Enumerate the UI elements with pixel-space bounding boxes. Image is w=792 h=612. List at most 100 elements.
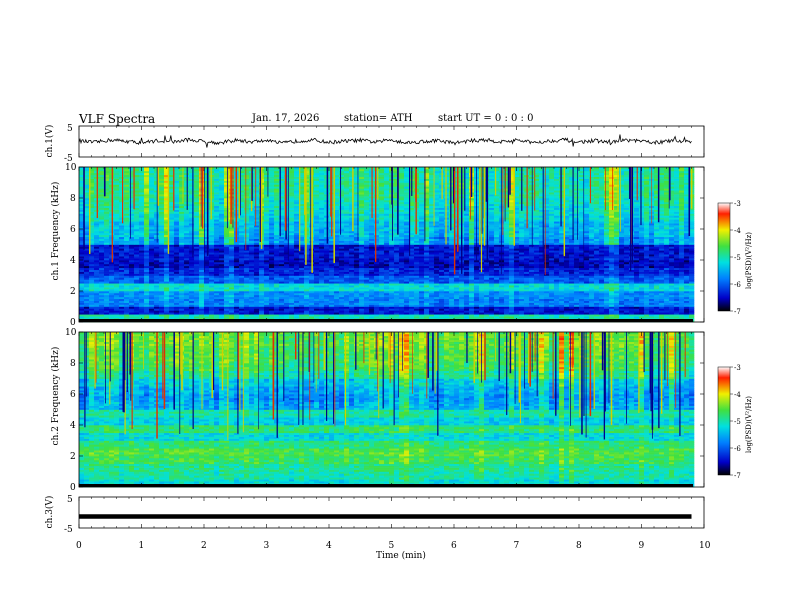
spectrogram-cell bbox=[274, 283, 280, 286]
spectrogram-cell bbox=[469, 287, 475, 290]
spectrogram-cell bbox=[174, 279, 180, 282]
spectrogram-cell bbox=[189, 316, 195, 319]
spectrogram-cell bbox=[344, 279, 350, 282]
spectrogram-cell bbox=[529, 316, 535, 319]
spectrogram-cell bbox=[309, 289, 315, 292]
spectrogram-cell bbox=[164, 246, 170, 249]
spectrogram-cell bbox=[589, 261, 595, 265]
spectrogram-cell bbox=[394, 298, 400, 301]
spectrogram-cell bbox=[549, 275, 555, 278]
spectrogram-cell bbox=[484, 275, 490, 278]
spectrogram-cell bbox=[89, 310, 95, 313]
spectrogram-cell bbox=[544, 304, 550, 307]
spectrogram-cell bbox=[289, 277, 295, 280]
spectrogram-cell bbox=[359, 292, 365, 296]
spectrogram-cell bbox=[254, 260, 260, 263]
spectrogram-cell bbox=[84, 300, 90, 303]
spectrogram-cell bbox=[264, 300, 270, 303]
spectrogram-cell bbox=[689, 277, 695, 280]
spectrogram-cell bbox=[594, 277, 600, 280]
spectrogram-cell bbox=[629, 273, 635, 276]
spectrogram-cell bbox=[529, 310, 535, 313]
spectrogram-cell bbox=[454, 300, 460, 303]
spectrogram-cell bbox=[624, 250, 630, 253]
spectrogram-cell bbox=[634, 300, 640, 303]
spectrogram-cell bbox=[529, 263, 535, 267]
spectrogram-cell bbox=[614, 306, 620, 309]
spectrogram-cell bbox=[399, 260, 405, 263]
spectrogram-cell bbox=[459, 279, 465, 282]
spectrogram-cell bbox=[554, 285, 560, 288]
spectrogram-cell bbox=[499, 298, 505, 301]
spectrogram-cell bbox=[109, 306, 115, 309]
spectrogram-cell bbox=[664, 246, 670, 249]
spectrogram-cell bbox=[669, 261, 675, 265]
spectrogram-cell bbox=[234, 289, 240, 292]
spectrogram-cell bbox=[444, 306, 450, 309]
spectrogram-cell bbox=[449, 292, 455, 296]
spectrogram-cell bbox=[674, 308, 680, 311]
spectrogram-cell bbox=[219, 248, 225, 251]
spectrogram-cell bbox=[319, 265, 325, 269]
spectrogram-cell bbox=[259, 314, 265, 317]
spectrogram-cell bbox=[629, 289, 635, 292]
spectrogram-cell bbox=[609, 291, 615, 294]
spectrogram-cell bbox=[139, 269, 145, 272]
spectrogram-cell bbox=[119, 294, 125, 298]
spectrogram-cell bbox=[649, 292, 655, 296]
spectrogram-cell bbox=[534, 254, 540, 257]
spectrogram-cell bbox=[109, 283, 115, 286]
spectrogram-cell bbox=[499, 300, 505, 303]
spectrogram-cell bbox=[454, 261, 460, 265]
spectrogram-cell bbox=[369, 261, 375, 265]
spectrogram-cell bbox=[104, 308, 110, 311]
spectrogram-cell bbox=[564, 277, 570, 280]
spectrogram-cell bbox=[404, 289, 410, 292]
spectrogram-cell bbox=[449, 256, 455, 259]
spectrogram-cell bbox=[189, 306, 195, 309]
spectrogram-cell bbox=[114, 314, 120, 317]
spectrogram-cell bbox=[379, 277, 385, 280]
spectrogram-cell bbox=[389, 281, 395, 284]
spectrogram-cell bbox=[89, 283, 95, 286]
spectrogram-cell bbox=[439, 269, 445, 272]
spectrogram-cell bbox=[259, 252, 265, 255]
spectrogram-cell bbox=[109, 271, 115, 274]
spectrogram-cell bbox=[144, 292, 150, 296]
spectrogram-cell bbox=[124, 283, 130, 286]
spectrogram-cell bbox=[114, 310, 120, 313]
spectrogram-cell bbox=[429, 294, 435, 298]
spectrogram-cell bbox=[489, 294, 495, 298]
spectrogram-cell bbox=[404, 302, 410, 305]
spectrogram-cell bbox=[509, 283, 515, 286]
spectrogram-cell bbox=[624, 281, 630, 284]
spectrogram-cell bbox=[99, 273, 105, 276]
spectrogram-cell bbox=[449, 298, 455, 301]
spectrogram-cell bbox=[229, 267, 235, 270]
spectrogram-cell bbox=[679, 312, 685, 315]
spectrogram-cell bbox=[419, 285, 425, 288]
spectrogram-cell bbox=[379, 294, 385, 298]
spectrogram-cell bbox=[149, 310, 155, 313]
spectrogram-cell bbox=[259, 267, 265, 270]
spectrogram-cell bbox=[179, 281, 185, 284]
spectrogram-cell bbox=[89, 312, 95, 315]
spectrogram-cell bbox=[424, 281, 430, 284]
spectrogram-cell bbox=[674, 304, 680, 307]
spectrogram-cell bbox=[629, 300, 635, 303]
spectrogram-cell bbox=[579, 310, 585, 313]
spectrogram-cell bbox=[284, 275, 290, 278]
spectrogram-cell bbox=[404, 287, 410, 290]
spectrogram-cell bbox=[574, 291, 580, 294]
spectrogram-cell bbox=[464, 283, 470, 286]
spectrogram-cell bbox=[519, 291, 525, 294]
spectrogram-cell bbox=[269, 285, 275, 288]
spectrogram-cell bbox=[169, 294, 175, 298]
spectrogram-cell bbox=[459, 291, 465, 294]
spectrogram-cell bbox=[219, 279, 225, 282]
spectrogram-cell bbox=[434, 273, 440, 276]
spectrogram-cell bbox=[514, 281, 520, 284]
spectrogram-cell bbox=[329, 273, 335, 276]
spectrogram-cell bbox=[409, 316, 415, 319]
spectrogram-cell bbox=[334, 281, 340, 284]
